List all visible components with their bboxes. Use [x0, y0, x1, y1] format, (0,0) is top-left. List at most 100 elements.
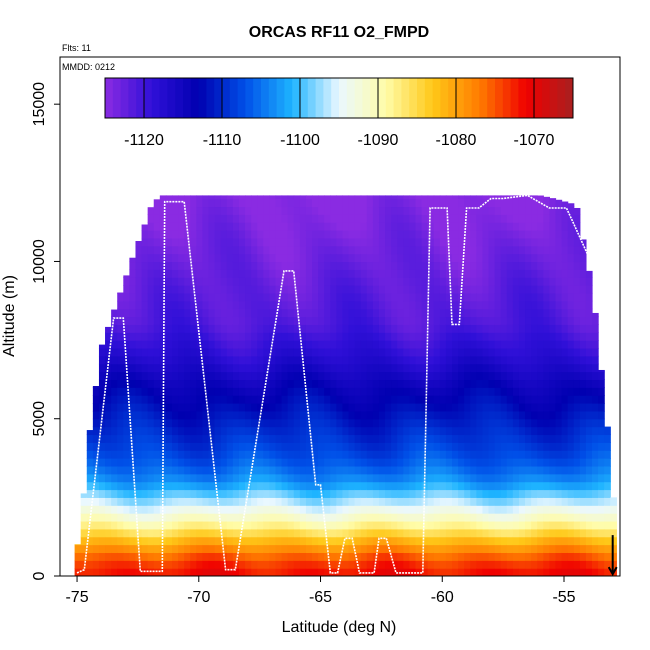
heatmap-cell — [184, 277, 191, 286]
heatmap-cell — [159, 379, 167, 388]
heatmap-cell — [238, 261, 246, 270]
heatmap-cell — [458, 347, 465, 357]
heatmap-cell — [494, 426, 502, 436]
heatmap-cell — [245, 355, 252, 365]
heatmap-cell — [92, 410, 100, 420]
heatmap-cell — [372, 363, 380, 373]
heatmap-cell — [269, 237, 277, 247]
heatmap-cell — [427, 528, 435, 538]
colorbar-segment — [307, 78, 317, 118]
heatmap-cell — [281, 450, 289, 459]
heatmap-cell — [245, 513, 252, 522]
heatmap-cell — [512, 245, 520, 255]
heatmap-cell — [318, 458, 325, 467]
heatmap-cell — [354, 536, 362, 546]
heatmap-cell — [470, 473, 477, 483]
heatmap-cell — [98, 528, 106, 538]
heatmap-cell — [378, 528, 386, 538]
heatmap-cell — [269, 324, 277, 333]
heatmap-cell — [494, 253, 502, 263]
colorbar-frame — [104, 77, 574, 119]
heatmap-cell — [537, 269, 544, 278]
heatmap-cell — [165, 544, 173, 554]
heatmap-cell — [196, 222, 204, 231]
heatmap-cell — [567, 520, 575, 530]
heatmap-cell — [476, 379, 484, 388]
heatmap-cell — [232, 214, 240, 223]
heatmap-cell — [531, 458, 538, 467]
heatmap-cell — [531, 316, 538, 325]
heatmap-cell — [378, 442, 386, 451]
heatmap-cell — [257, 450, 264, 459]
heatmap-cell — [421, 269, 429, 278]
heatmap-cell — [512, 560, 520, 569]
heatmap-cell — [208, 560, 216, 569]
heatmap-cell — [214, 300, 222, 310]
heatmap-cell — [464, 332, 471, 341]
heatmap-cell — [165, 230, 173, 239]
heatmap-cell — [220, 450, 228, 459]
heatmap-cell — [403, 300, 410, 310]
heatmap-cell — [415, 222, 423, 231]
heatmap-cell — [397, 387, 404, 396]
heatmap-cell — [579, 379, 587, 388]
heatmap-cell — [330, 489, 337, 498]
heatmap-cell — [360, 489, 368, 498]
heatmap-cell — [391, 206, 398, 215]
heatmap-cell — [232, 489, 240, 498]
heatmap-cell — [202, 308, 210, 318]
heatmap-cell — [220, 513, 228, 522]
heatmap-cell — [537, 324, 544, 333]
heatmap-cell — [452, 316, 459, 325]
heatmap-cell — [293, 395, 301, 404]
heatmap-cell — [287, 513, 295, 522]
heatmap-cell — [202, 528, 210, 538]
heatmap-cell — [245, 237, 252, 247]
heatmap-cell — [336, 505, 344, 514]
heatmap-cell — [488, 237, 496, 247]
plot-area: MMDD: 0212 -1120 -1110 -1100 -1090 -1080 -107… — [59, 56, 621, 577]
heatmap-cell — [555, 513, 563, 522]
heatmap-cell — [464, 269, 471, 278]
heatmap-cell — [275, 363, 283, 373]
heatmap-cell — [129, 560, 137, 569]
heatmap-cell — [494, 261, 502, 270]
heatmap-cell — [275, 473, 283, 483]
heatmap-cell — [129, 324, 137, 333]
heatmap-cell — [141, 489, 149, 498]
heatmap-cell — [385, 371, 392, 381]
heatmap-cell — [488, 568, 496, 576]
heatmap-cell — [172, 222, 179, 231]
heatmap-cell — [342, 505, 350, 514]
heatmap-cell — [275, 395, 283, 404]
heatmap-cell — [318, 560, 325, 569]
heatmap-cell — [281, 442, 289, 451]
heatmap-cell — [391, 245, 398, 255]
heatmap-cell — [324, 277, 331, 286]
heatmap-cell — [512, 497, 520, 506]
heatmap-cell — [354, 442, 362, 451]
heatmap-cell — [378, 230, 386, 239]
heatmap-cell — [372, 222, 380, 231]
heatmap-cell — [445, 560, 453, 569]
heatmap-cell — [305, 560, 313, 569]
heatmap-cell — [531, 277, 538, 286]
heatmap-cell — [397, 253, 404, 263]
heatmap-cell — [573, 277, 581, 286]
heatmap-cell — [555, 300, 563, 310]
heatmap-cell — [184, 528, 191, 538]
heatmap-cell — [500, 552, 508, 561]
heatmap-cell — [141, 410, 149, 420]
heatmap-cell — [190, 481, 197, 491]
heatmap-cell — [561, 379, 569, 388]
heatmap-cell — [196, 379, 204, 388]
heatmap-cell — [275, 371, 283, 381]
heatmap-cell — [482, 237, 490, 247]
heatmap-cell — [111, 426, 118, 436]
heatmap-cell — [470, 489, 477, 498]
heatmap-cell — [111, 520, 118, 530]
heatmap-cell — [293, 520, 301, 530]
heatmap-cell — [348, 363, 356, 373]
heatmap-cell — [366, 253, 374, 263]
heatmap-cell — [305, 528, 313, 538]
